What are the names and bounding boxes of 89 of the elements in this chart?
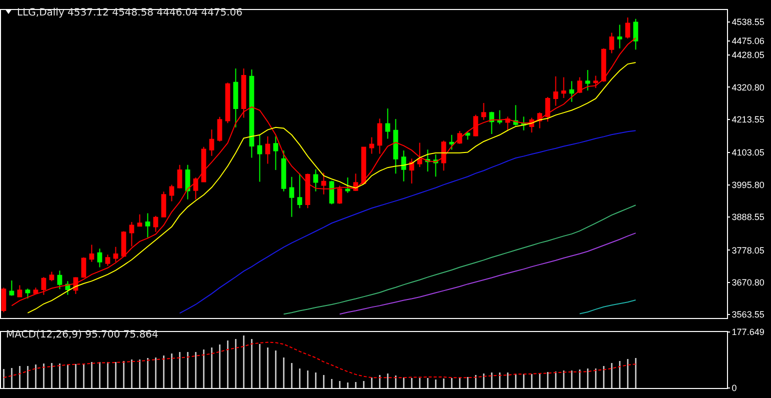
candlestick xyxy=(289,176,294,218)
candlestick xyxy=(297,173,302,209)
candlestick xyxy=(417,142,422,168)
candlestick xyxy=(489,111,494,134)
candlestick xyxy=(217,116,222,142)
candlestick xyxy=(577,76,582,94)
candlestick xyxy=(153,215,158,232)
candlestick xyxy=(361,146,366,185)
candlestick xyxy=(193,177,198,200)
candlestick xyxy=(481,102,486,120)
candlestick xyxy=(145,212,150,238)
line-series xyxy=(179,130,636,314)
candlestick xyxy=(441,140,446,172)
chart-title: MACD(12,26,9) 95.700 75.864 xyxy=(6,330,158,340)
candlestick xyxy=(9,280,14,296)
candlestick xyxy=(273,136,278,170)
candlestick xyxy=(409,158,414,184)
candlestick xyxy=(1,287,6,313)
line-series xyxy=(3,342,636,378)
candlestick xyxy=(105,254,110,266)
candlestick xyxy=(89,244,94,262)
y-tick-label: 4475.06 xyxy=(732,36,764,46)
candlestick xyxy=(201,146,206,183)
candlestick xyxy=(57,270,62,290)
y-tick-label: 3995.80 xyxy=(732,180,764,190)
candlestick xyxy=(233,68,238,128)
candlestick xyxy=(121,230,126,258)
candlestick xyxy=(369,136,374,154)
candlestick xyxy=(337,185,342,204)
candlestick xyxy=(129,221,134,248)
candlestick xyxy=(97,248,102,268)
candlestick xyxy=(553,76,558,106)
candlestick xyxy=(561,76,566,98)
line-series xyxy=(339,232,636,315)
candlestick xyxy=(113,246,118,262)
candlestick xyxy=(473,114,478,137)
candlestick xyxy=(241,68,246,118)
candlestick xyxy=(161,191,166,218)
candlestick xyxy=(25,288,30,299)
candlestick xyxy=(377,118,382,154)
chart-title: LLG,Daily 4537.12 4548.58 4446.04 4475.06 xyxy=(17,8,242,18)
candlestick xyxy=(249,68,254,158)
y-tick-label: 4538.55 xyxy=(732,16,764,27)
candlestick xyxy=(345,177,350,194)
candlestick xyxy=(225,82,230,124)
candlestick xyxy=(81,256,86,278)
candlestick xyxy=(329,180,334,205)
candlestick xyxy=(305,173,310,209)
candlestick xyxy=(593,75,598,89)
candlestick xyxy=(545,96,550,122)
candlestick xyxy=(169,184,174,202)
line-series xyxy=(579,299,636,314)
y-tick-label: 4103.05 xyxy=(732,148,764,158)
candlestick xyxy=(313,168,318,192)
candlestick xyxy=(33,287,38,294)
y-tick-label: 177.649 xyxy=(732,327,764,338)
candlestick xyxy=(497,110,502,125)
candlestick xyxy=(569,80,574,102)
candlestick xyxy=(617,24,622,49)
line-series xyxy=(283,204,636,315)
candlestick xyxy=(41,276,46,296)
y-tick-label: 0 xyxy=(732,383,737,394)
candlestick xyxy=(393,118,398,174)
candlestick xyxy=(209,128,214,156)
y-tick-label: 4428.05 xyxy=(732,50,764,60)
candlestick xyxy=(633,18,638,50)
candlestick xyxy=(49,271,54,282)
candlestick xyxy=(185,164,190,200)
candlestick xyxy=(17,284,22,298)
candlestick xyxy=(401,150,406,182)
y-tick-label: 3670.80 xyxy=(732,277,764,288)
candlestick xyxy=(321,172,326,195)
candlestick xyxy=(585,70,590,91)
candlestick xyxy=(385,108,390,140)
candlestick xyxy=(265,136,270,164)
candlestick xyxy=(177,164,182,189)
y-tick-label: 4320.80 xyxy=(732,82,764,92)
y-tick-label: 3563.55 xyxy=(732,310,764,320)
candlestick xyxy=(625,17,630,40)
candlestick xyxy=(601,48,606,82)
candlestick xyxy=(257,134,262,182)
candlestick xyxy=(137,214,142,227)
y-tick-label: 4213.55 xyxy=(732,114,764,125)
y-tick-label: 3778.05 xyxy=(732,245,764,256)
candlestick xyxy=(505,116,510,130)
candlestick xyxy=(609,32,614,54)
candlestick xyxy=(281,150,286,192)
y-tick-label: 3888.55 xyxy=(732,212,764,222)
candlestick xyxy=(449,134,454,150)
